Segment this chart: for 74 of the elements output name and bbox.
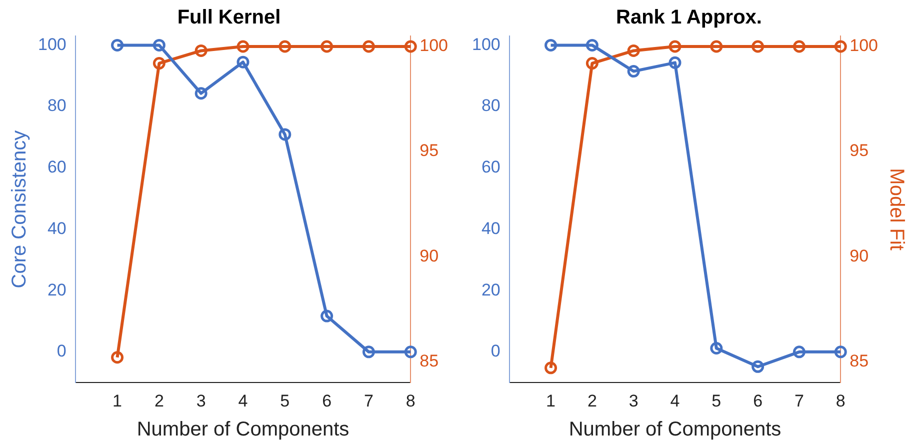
y-tick-label: 80 (47, 96, 66, 116)
x-tick-label: 2 (587, 391, 597, 410)
x-tick-label: 2 (154, 391, 164, 410)
x-tick-label: 1 (112, 391, 122, 410)
x-tick-label: 6 (753, 391, 763, 410)
y2-tick-label: 100 (850, 36, 878, 56)
point (752, 360, 764, 373)
point (544, 38, 558, 52)
y2-tick-label: 100 (420, 36, 448, 56)
y-tick-label: 0 (490, 342, 500, 361)
point (668, 56, 682, 69)
x-tick-label: 5 (712, 391, 722, 410)
point (834, 346, 847, 358)
y-axis-title: Core Consistency (8, 130, 31, 288)
y-tick-label: 60 (47, 158, 66, 177)
point (586, 57, 598, 70)
y2-tick-label: 85 (850, 351, 869, 370)
x-tick-label: 3 (196, 391, 206, 410)
point (752, 40, 764, 53)
y2-axis-title: Model Fit (885, 168, 908, 251)
point (278, 128, 292, 141)
point (404, 40, 417, 53)
point (152, 38, 166, 52)
point (194, 87, 208, 100)
point (111, 38, 124, 52)
y2-tick-label: 95 (850, 141, 869, 160)
point (404, 346, 417, 358)
point (627, 65, 640, 78)
point (320, 310, 334, 322)
x-axis-title: Number of Components (136, 418, 350, 441)
x-tick-label: 5 (280, 391, 290, 410)
point (362, 346, 375, 358)
y-tick-label: 40 (481, 218, 500, 238)
point (627, 44, 640, 57)
y-tick-label: 20 (481, 280, 500, 300)
x-tick-label: 7 (364, 391, 374, 410)
point (668, 40, 682, 53)
x-tick-label: 8 (836, 391, 846, 410)
point (111, 351, 124, 364)
point (834, 40, 847, 53)
y2-tick-label: 90 (420, 246, 439, 266)
x-tick-label: 6 (322, 391, 332, 410)
y-tick-label: 20 (47, 280, 66, 300)
point (278, 40, 292, 53)
y2-tick-label: 90 (850, 246, 869, 266)
point (236, 56, 250, 68)
point (152, 57, 166, 70)
point (792, 40, 806, 53)
chart-title: Rank 1 Approx. (616, 6, 762, 29)
point (362, 40, 375, 53)
point (710, 40, 723, 53)
y-tick-label: 0 (56, 342, 66, 361)
point (320, 40, 334, 53)
y-tick-label: 100 (472, 34, 500, 54)
point (236, 40, 250, 53)
y-tick-label: 80 (481, 96, 500, 116)
y2-tick-label: 85 (420, 351, 439, 370)
y-tick-label: 60 (481, 158, 500, 177)
x-tick-label: 4 (238, 391, 248, 410)
x-tick-label: 7 (794, 391, 804, 410)
x-tick-label: 8 (406, 391, 416, 410)
y-tick-label: 40 (47, 218, 66, 238)
point (710, 342, 723, 354)
x-tick-label: 4 (670, 391, 680, 410)
point (194, 44, 208, 57)
chart-title: Full Kernel (177, 6, 281, 29)
x-tick-label: 3 (628, 391, 638, 410)
x-axis-title: Number of Components (568, 418, 782, 441)
point (792, 346, 806, 358)
point (586, 38, 598, 52)
y-tick-label: 100 (38, 34, 66, 54)
y2-tick-label: 95 (420, 141, 439, 160)
x-tick-label: 1 (546, 391, 556, 410)
point (544, 362, 558, 374)
